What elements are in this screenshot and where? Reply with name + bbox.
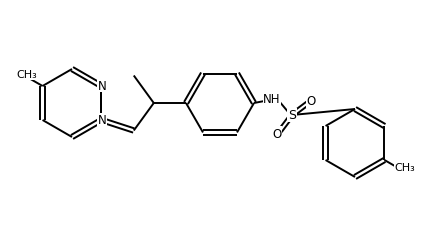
Text: CH₃: CH₃ [16,70,37,80]
Text: S: S [287,109,295,122]
Text: N: N [98,79,106,92]
Text: O: O [306,95,315,108]
Text: O: O [272,127,281,140]
Text: CH₃: CH₃ [393,162,414,172]
Text: NH: NH [263,93,280,106]
Text: N: N [98,114,106,127]
